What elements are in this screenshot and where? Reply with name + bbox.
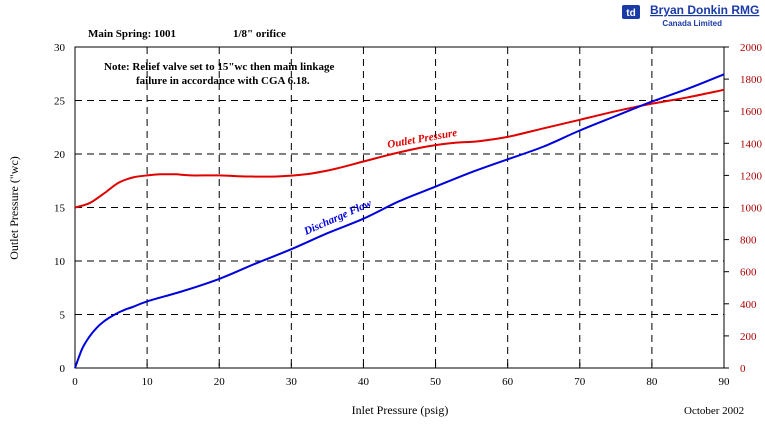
x-axis-label: Inlet Pressure (psig) — [352, 403, 449, 417]
y2-tick-label: 1800 — [740, 74, 763, 86]
logo-name: Bryan Donkin RMG — [650, 3, 759, 17]
grid — [75, 47, 724, 368]
x-tick-label: 10 — [142, 376, 154, 388]
main-spring-label: Main Spring: 1001 — [88, 28, 176, 40]
y-axis-right: 0 200 400 600 800 1000 1200 1400 1600 1800 2000 — [724, 42, 763, 375]
x-tick-label: 40 — [358, 376, 370, 388]
x-axis: 0 10 20 30 40 50 60 70 80 90 — [72, 363, 730, 388]
y2-tick-label: 1200 — [740, 170, 763, 182]
y2-tick-label: 1400 — [740, 138, 763, 150]
series-group — [74, 73, 725, 369]
y2-tick-label: 200 — [740, 331, 757, 343]
x-tick-label: 60 — [502, 376, 514, 388]
x-tick-label: 90 — [719, 376, 731, 388]
y-tick-label: 25 — [54, 96, 66, 108]
date-label: October 2002 — [684, 405, 744, 417]
y-tick-label: 0 — [60, 363, 66, 375]
x-tick-label: 20 — [214, 376, 226, 388]
y2-tick-label: 2000 — [740, 42, 763, 54]
svg-text:td: td — [626, 8, 635, 19]
y-axis-label: Outlet Pressure ("wc) — [7, 156, 21, 260]
y-tick-label: 30 — [54, 42, 66, 54]
x-tick-label: 30 — [286, 376, 298, 388]
y2-tick-label: 1000 — [740, 203, 763, 215]
x-tick-label: 50 — [430, 376, 442, 388]
y-axis-left: 0 5 10 15 20 25 30 — [54, 42, 80, 375]
series-outlet-pressure-line — [74, 88, 725, 209]
y-tick-label: 10 — [54, 256, 66, 268]
note-line-1: Note: Relief valve set to 15"wc then mai… — [104, 61, 334, 73]
y-tick-label: 5 — [60, 310, 66, 322]
y2-tick-label: 800 — [740, 235, 757, 247]
x-tick-label: 70 — [574, 376, 586, 388]
logo-subtitle: Canada Limited — [662, 19, 722, 28]
company-logo: td Bryan Donkin RMG Canada Limited — [622, 3, 759, 28]
y-tick-label: 15 — [54, 203, 66, 215]
y2-tick-label: 400 — [740, 299, 757, 311]
x-tick-label: 80 — [646, 376, 658, 388]
y2-tick-label: 600 — [740, 267, 757, 279]
note-line-2: failure in accordance with CGA 6.18. — [136, 75, 310, 87]
y2-tick-label: 0 — [740, 363, 746, 375]
y2-tick-label: 1600 — [740, 106, 763, 118]
y-tick-label: 20 — [54, 149, 66, 161]
x-tick-label: 0 — [72, 376, 78, 388]
logo-icon: td — [622, 5, 640, 19]
orifice-label: 1/8" orifice — [233, 28, 286, 40]
series-discharge-flow-line — [74, 73, 725, 369]
